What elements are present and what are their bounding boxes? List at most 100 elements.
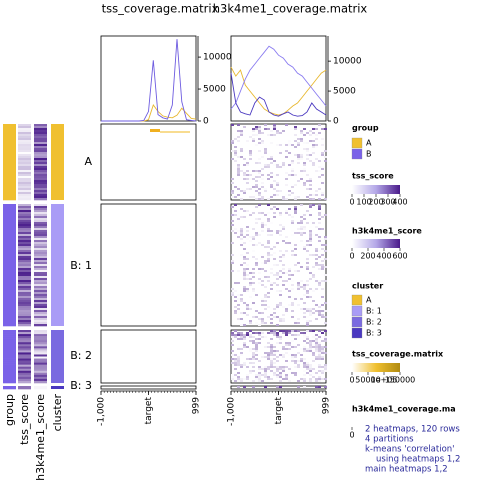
heatmap-cell [246, 374, 249, 376]
heatmap-cell [261, 322, 264, 324]
annotation-cell [18, 298, 31, 301]
annotation-cell [3, 192, 16, 195]
heatmap-cell [234, 228, 237, 230]
note: main heatmaps 1,2 [365, 465, 448, 475]
heatmap-cell [279, 318, 282, 320]
heatmap-cell [252, 186, 255, 188]
heatmap-cell [294, 126, 297, 128]
heatmap-cell [324, 338, 327, 340]
heatmap-cell [261, 186, 264, 188]
annotation-cell [34, 294, 47, 297]
heatmap-cell [318, 284, 321, 286]
heatmap-cell [285, 194, 288, 196]
heatmap-cell [237, 378, 240, 380]
heatmap-cell [291, 168, 294, 170]
heatmap-cell [240, 332, 243, 334]
heatmap-cell [231, 334, 234, 336]
annotation-cell [3, 364, 16, 367]
annotation-cell [34, 270, 47, 273]
heatmap-cell [243, 386, 246, 388]
heatmap-cell [249, 214, 252, 216]
heatmap-cell [324, 340, 327, 342]
heatmap-cell [267, 134, 270, 136]
annotation-cell [34, 208, 47, 211]
annotation-cell [3, 198, 16, 201]
heatmap-cell [297, 352, 300, 354]
heatmap-cell [294, 184, 297, 186]
heatmap-cell [294, 362, 297, 364]
annotation-cell [18, 144, 31, 147]
heatmap-cell [252, 358, 255, 360]
heatmap-cell [312, 300, 315, 302]
heatmap-cell [282, 366, 285, 368]
heatmap-cell [240, 264, 243, 266]
annotation-cell [18, 204, 31, 207]
heatmap-cell [270, 172, 273, 174]
heatmap-cell [306, 266, 309, 268]
heatmap-cell [309, 380, 312, 382]
annotation-cell [34, 216, 47, 219]
layout [3, 123, 327, 390]
heatmap-cell [315, 128, 318, 130]
heatmap-cell [276, 190, 279, 192]
annotation-cell [3, 356, 16, 359]
heatmap-cell [273, 164, 276, 166]
heatmap-cell [258, 368, 261, 370]
heatmap-cell [234, 306, 237, 308]
heatmap-cell [258, 366, 261, 368]
heatmap-cell [276, 132, 279, 134]
heatmap-cell [273, 368, 276, 370]
heatmap-cell [234, 312, 237, 314]
heatmap-cell [321, 356, 324, 358]
heatmap-cell [246, 376, 249, 378]
heatmap-cell [318, 268, 321, 270]
heatmap-cell [294, 154, 297, 156]
heatmap-cell [264, 224, 267, 226]
heatmap-cell [237, 164, 240, 166]
cluster-cell [51, 124, 64, 200]
heatmap-cell [321, 280, 324, 282]
heatmap-cell [279, 380, 282, 382]
heatmap-cell [297, 154, 300, 156]
annotation-cell [34, 162, 47, 165]
heatmap-cell [321, 316, 324, 318]
heatmap-cell [264, 124, 267, 126]
heatmap-cell [252, 250, 255, 252]
heatmap-cell [318, 166, 321, 168]
heatmap-cell [294, 198, 297, 200]
heatmap-cell [324, 322, 327, 324]
heatmap-cell [267, 242, 270, 244]
heatmap-cell [285, 236, 288, 238]
heatmap-cell [240, 354, 243, 356]
annotation-cell [18, 272, 31, 275]
annotation-cell [3, 346, 16, 349]
heatmap-cell [267, 342, 270, 344]
heatmap-cell [261, 168, 264, 170]
heatmap-cell [240, 380, 243, 382]
annotation-cell [18, 284, 31, 287]
note: using heatmaps 1,2 [376, 455, 460, 465]
heatmap-cell [321, 348, 324, 350]
heatmap-cell [279, 386, 282, 388]
heatmap-cell [243, 278, 246, 280]
annotation-cell [18, 344, 31, 347]
annotation-cell [3, 264, 16, 267]
annotation-cell [34, 192, 47, 195]
heatmap-cell [270, 366, 273, 368]
row-label: B: 2 [70, 349, 92, 362]
annotation-cell [34, 338, 47, 341]
heatmap-cell [258, 234, 261, 236]
heatmap-cell [306, 284, 309, 286]
heatmap-cell [258, 278, 261, 280]
annotation-cell [18, 248, 31, 251]
y-tick-label: 10000 [203, 53, 232, 63]
colorbar-label: 300 [380, 198, 395, 207]
heatmap-cell [231, 378, 234, 380]
annotation-cell [3, 260, 16, 263]
heatmap-cell [237, 156, 240, 158]
heatmap-cell [234, 362, 237, 364]
heatmap-cell [279, 372, 282, 374]
heatmap-cell [300, 140, 303, 142]
heatmap-cell [276, 264, 279, 266]
heatmap-cell [297, 158, 300, 160]
